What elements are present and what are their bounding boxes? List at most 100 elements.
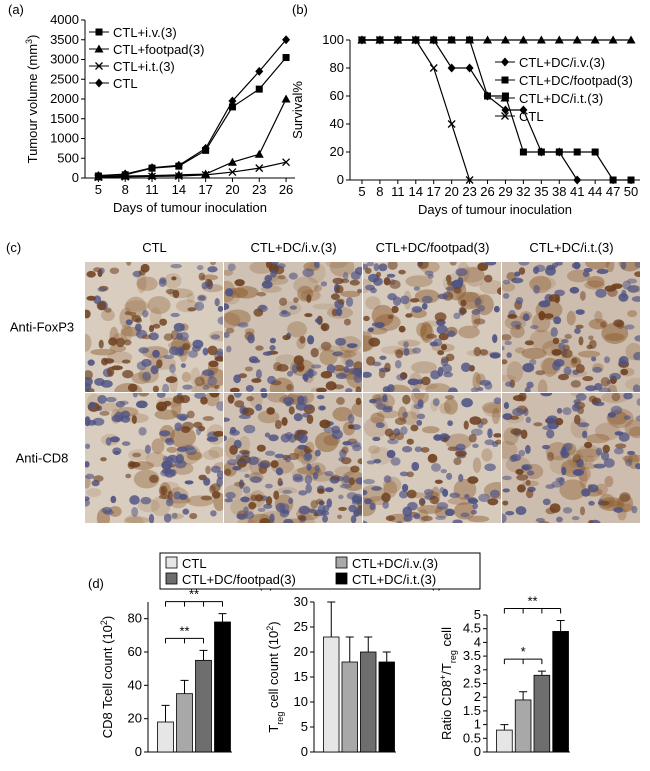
- cell-nucleus: [502, 488, 510, 493]
- cell-nucleus: [337, 514, 343, 519]
- legend-swatch: [335, 572, 348, 585]
- stain: [149, 306, 162, 328]
- cell-nucleus: [570, 380, 581, 388]
- cell-nucleus: [620, 262, 627, 270]
- cell-nucleus: [275, 467, 284, 476]
- cell-nucleus: [127, 383, 138, 392]
- cell-nucleus: [288, 406, 295, 415]
- stain: [585, 262, 610, 270]
- cell-nucleus: [445, 274, 452, 283]
- cell-nucleus: [571, 357, 578, 364]
- marker-stroke: [393, 36, 402, 44]
- axis-label: Ratio CD8+/Treg cell: [438, 627, 458, 740]
- cell-nucleus: [402, 394, 411, 405]
- marker: [447, 120, 456, 128]
- stain: [287, 321, 307, 338]
- cell-nucleus: [141, 334, 152, 340]
- cell-nucleus: [403, 514, 413, 522]
- marker: [555, 148, 563, 156]
- stain: [370, 412, 385, 424]
- cell-nucleus: [546, 429, 555, 439]
- marker: [375, 36, 384, 44]
- bar: [323, 636, 340, 753]
- cell-nucleus: [587, 519, 594, 523]
- cell-nucleus: [479, 349, 489, 356]
- cell-nucleus: [400, 295, 410, 305]
- x-tick-label: 17: [426, 184, 440, 199]
- cell-nucleus: [350, 271, 361, 280]
- cell-nucleus: [100, 457, 107, 462]
- cell-nucleus: [156, 393, 166, 399]
- cell-nucleus: [460, 512, 470, 518]
- cell-nucleus: [575, 324, 584, 329]
- cell-nucleus: [355, 397, 362, 406]
- cell-nucleus: [437, 350, 445, 356]
- marker: [501, 76, 509, 84]
- cell-nucleus: [410, 424, 419, 432]
- cell-nucleus: [93, 475, 104, 482]
- cell-nucleus: [540, 393, 553, 397]
- cell-nucleus: [122, 369, 134, 379]
- stain: [208, 446, 223, 458]
- cell-nucleus: [336, 397, 345, 405]
- cell-nucleus: [472, 502, 478, 510]
- cell-nucleus: [434, 312, 447, 322]
- cell-nucleus: [438, 333, 449, 341]
- stain: [447, 497, 474, 505]
- cell-nucleus: [243, 511, 255, 520]
- cell-nucleus: [496, 287, 501, 295]
- cell-nucleus: [169, 363, 176, 374]
- stain: [575, 448, 602, 458]
- cell-nucleus: [320, 370, 333, 379]
- y-tick-label: 25: [294, 619, 308, 634]
- stain: [472, 457, 482, 473]
- cell-nucleus: [236, 513, 246, 520]
- cell-nucleus: [217, 305, 223, 312]
- bar: [214, 621, 231, 753]
- cell-nucleus: [255, 404, 263, 412]
- cell-nucleus: [317, 504, 326, 515]
- error-bar-stroke: [327, 601, 336, 637]
- cell-nucleus: [144, 444, 151, 454]
- cell-nucleus: [398, 325, 406, 333]
- error-bar-stroke: [537, 670, 546, 676]
- cell-nucleus: [388, 432, 397, 441]
- stain: [203, 449, 220, 461]
- cell-nucleus: [269, 345, 276, 351]
- cell-nucleus: [245, 385, 254, 392]
- cell-nucleus: [181, 343, 191, 351]
- cell-nucleus: [623, 415, 631, 420]
- stain: [85, 476, 91, 489]
- cell-nucleus: [470, 387, 480, 392]
- cell-nucleus: [274, 453, 285, 459]
- cell-nucleus: [180, 363, 186, 368]
- marker-stroke: [228, 168, 237, 177]
- cell-nucleus: [510, 428, 523, 436]
- cell-nucleus: [431, 463, 441, 472]
- stain: [627, 310, 638, 318]
- cell-nucleus: [621, 289, 627, 299]
- label-part: +: [438, 675, 448, 680]
- cell-nucleus: [173, 491, 182, 500]
- series-line: [98, 98, 287, 178]
- cell-nucleus: [115, 337, 125, 348]
- stain: [312, 303, 338, 310]
- cell-nucleus: [210, 334, 221, 340]
- cell-nucleus: [259, 518, 271, 523]
- stain: [397, 339, 421, 347]
- cell-nucleus: [179, 415, 187, 422]
- cell-nucleus: [487, 498, 499, 506]
- cell-nucleus: [314, 464, 320, 473]
- marker: [501, 105, 510, 115]
- cell-nucleus: [156, 401, 168, 412]
- y-tick-label: 5: [474, 607, 481, 622]
- cell-nucleus: [504, 340, 512, 346]
- error-bar: [537, 670, 546, 676]
- cell-nucleus: [548, 294, 560, 302]
- cell-nucleus: [256, 291, 267, 297]
- cell-nucleus: [264, 483, 273, 489]
- cell-nucleus: [588, 500, 595, 506]
- cell-nucleus: [224, 332, 230, 338]
- cell-nucleus: [348, 477, 355, 486]
- cell-nucleus: [282, 334, 291, 341]
